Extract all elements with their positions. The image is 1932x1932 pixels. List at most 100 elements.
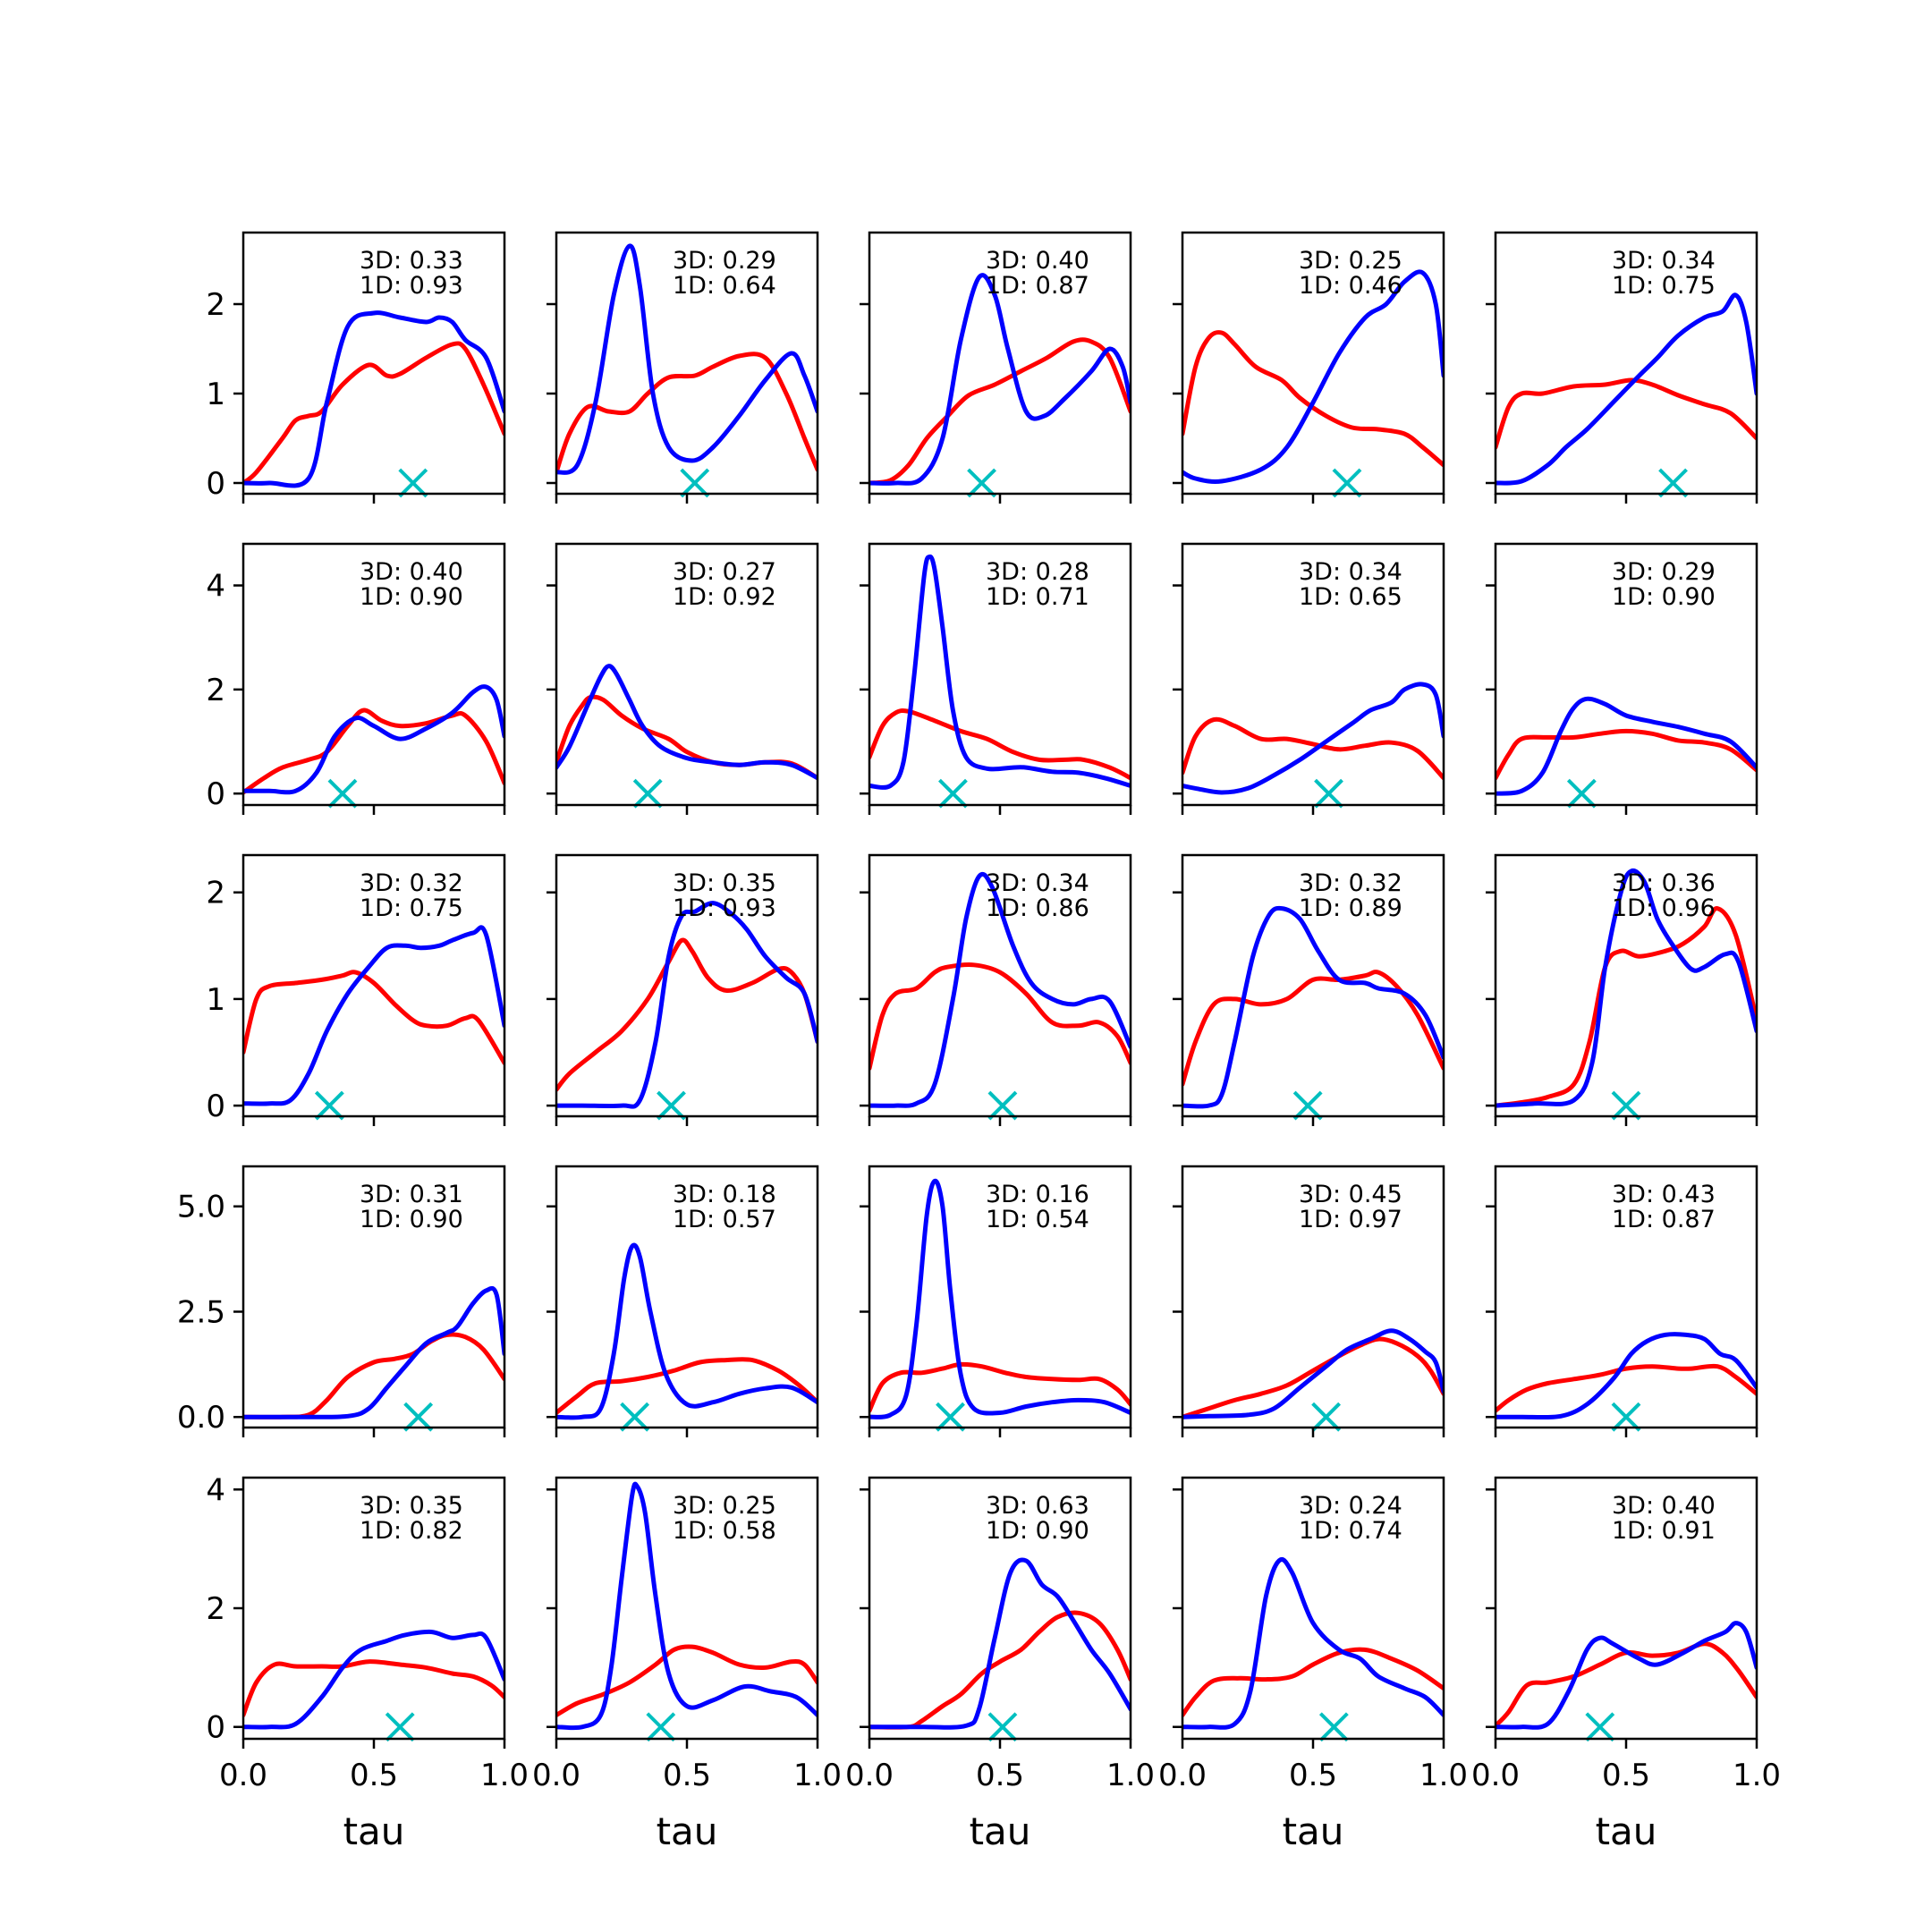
- marker-x: [398, 468, 428, 498]
- annotation-1d: 1D: 0.57: [673, 1206, 776, 1233]
- y-tick-label: 2: [206, 876, 225, 911]
- panel-curves: [1182, 1557, 1444, 1730]
- curve-3d: [1182, 682, 1444, 795]
- y-tick-label: 1: [206, 982, 225, 1018]
- curve-3d: [243, 925, 504, 1106]
- annotation-1d: 1D: 0.96: [1612, 894, 1716, 922]
- marker-stroke: [1658, 468, 1688, 498]
- marker-x: [987, 1090, 1018, 1121]
- annotation-1d: 1D: 0.90: [360, 583, 463, 611]
- panel-curves: [243, 1285, 504, 1419]
- curve-3d: [1182, 1328, 1444, 1419]
- marker-stroke: [385, 1712, 415, 1742]
- curve-1d: [243, 708, 504, 795]
- marker-x: [620, 1402, 650, 1432]
- annotation-1d: 1D: 0.91: [1612, 1517, 1716, 1545]
- panel-curves: [556, 1242, 818, 1420]
- y-tick-label: 0: [206, 776, 225, 812]
- annotation-3d: 3D: 0.35: [673, 869, 776, 897]
- annotation-3d: 3D: 0.32: [1299, 869, 1402, 897]
- annotation-1d: 1D: 0.87: [1612, 1206, 1716, 1233]
- x-tick-label: 0.5: [1289, 1758, 1337, 1793]
- annotation-1d: 1D: 0.90: [360, 1206, 463, 1233]
- marker-stroke: [398, 468, 428, 498]
- curve-3d: [869, 871, 1131, 1108]
- curve-1d: [869, 962, 1131, 1071]
- curve-3d: [869, 554, 1131, 790]
- panel-curves: [1182, 1328, 1444, 1419]
- annotation-1d: 1D: 0.75: [1612, 272, 1716, 300]
- marker-x: [680, 468, 710, 498]
- x-axis-label: tau: [1596, 1809, 1657, 1853]
- y-tick-label: 5.0: [177, 1190, 225, 1225]
- curve-1d: [869, 337, 1131, 486]
- panel-curves: [243, 1629, 504, 1730]
- annotation-3d: 3D: 0.25: [1299, 247, 1402, 275]
- annotation-3d: 3D: 0.45: [1299, 1181, 1402, 1208]
- annotation-1d: 1D: 0.82: [360, 1517, 463, 1545]
- panel-curves: [869, 554, 1131, 790]
- x-tick-label: 0.0: [845, 1758, 894, 1793]
- panel-curves: [869, 273, 1131, 486]
- x-tick-label: 0.5: [663, 1758, 711, 1793]
- annotation-3d: 3D: 0.43: [1612, 1181, 1716, 1208]
- marker-stroke: [1332, 468, 1362, 498]
- y-tick-label: 4: [206, 1472, 225, 1508]
- annotation-1d: 1D: 0.90: [986, 1517, 1089, 1545]
- curve-3d: [869, 1178, 1131, 1419]
- marker-stroke: [314, 1090, 344, 1121]
- annotation-3d: 3D: 0.40: [986, 247, 1089, 275]
- panel-curves: [1182, 682, 1444, 795]
- curve-1d: [1182, 1647, 1444, 1717]
- curve-3d: [869, 273, 1131, 486]
- marker-x: [1314, 778, 1343, 809]
- curve-1d: [556, 1357, 818, 1415]
- panel-curves: [243, 925, 504, 1106]
- marker-stroke: [403, 1402, 434, 1432]
- panel-curves: [1182, 269, 1444, 484]
- x-axis-label: tau: [343, 1809, 405, 1853]
- x-tick-label: 0.0: [1158, 1758, 1207, 1793]
- panel-curves: [1182, 905, 1444, 1109]
- annotation-3d: 3D: 0.63: [986, 1492, 1089, 1520]
- panel-curves: [1496, 1332, 1757, 1420]
- curve-1d: [243, 970, 504, 1065]
- marker-x: [1332, 468, 1362, 498]
- curve-1d: [556, 937, 818, 1092]
- annotation-1d: 1D: 0.87: [986, 272, 1089, 300]
- panel-curves: [243, 310, 504, 488]
- annotation-1d: 1D: 0.86: [986, 894, 1089, 922]
- annotation-1d: 1D: 0.65: [1299, 583, 1402, 611]
- curve-1d: [1182, 330, 1444, 468]
- annotation-3d: 3D: 0.18: [673, 1181, 776, 1208]
- annotation-1d: 1D: 0.74: [1299, 1517, 1402, 1545]
- curve-1d: [1496, 728, 1757, 781]
- marker-x: [938, 778, 968, 809]
- marker-x: [1311, 1402, 1342, 1432]
- curve-3d: [556, 1481, 818, 1731]
- x-tick-label: 1.0: [1419, 1758, 1468, 1793]
- annotation-3d: 3D: 0.31: [360, 1181, 463, 1208]
- curve-3d: [243, 310, 504, 488]
- x-tick-label: 0.0: [1471, 1758, 1520, 1793]
- curve-3d: [243, 684, 504, 795]
- annotation-3d: 3D: 0.40: [1612, 1492, 1716, 1520]
- x-axis-label: tau: [970, 1809, 1031, 1853]
- panel-curves: [243, 684, 504, 795]
- x-tick-label: 0.5: [1602, 1758, 1650, 1793]
- marker-stroke: [987, 1090, 1018, 1121]
- y-tick-label: 4: [206, 569, 225, 605]
- y-tick-label: 0: [206, 1089, 225, 1124]
- marker-x: [967, 468, 996, 498]
- marker-x: [936, 1402, 965, 1432]
- panel-curves: [1496, 868, 1757, 1108]
- marker-x: [646, 1712, 676, 1742]
- x-tick-label: 0.5: [350, 1758, 398, 1793]
- curve-1d: [243, 341, 504, 486]
